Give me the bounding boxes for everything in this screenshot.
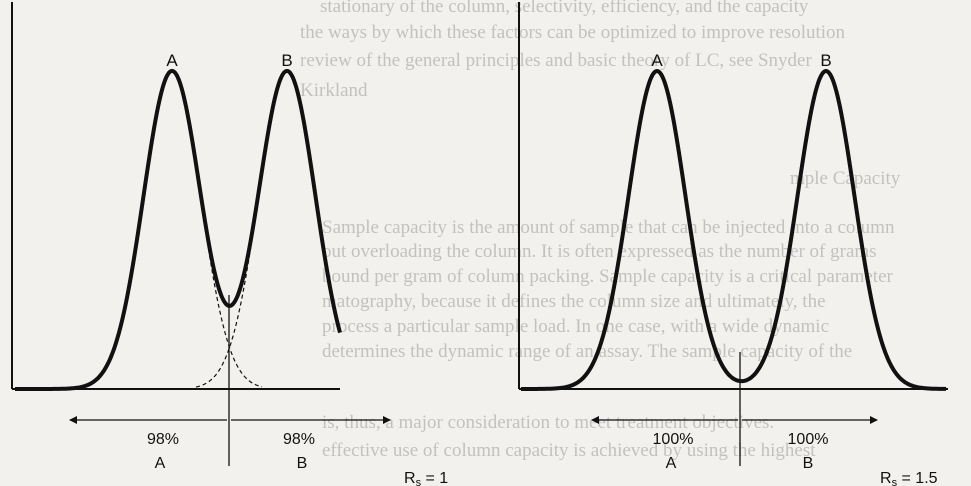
overlapping-peaks-curve (14, 68, 342, 391)
resolution-label: Rs = 1 (404, 470, 448, 486)
region-label-b: B (297, 455, 308, 472)
region-label-a: A (155, 455, 166, 472)
bleed-text-line: effective use of column capacity is achi… (322, 440, 816, 461)
peak-label-a: A (166, 51, 178, 70)
bleed-text-line: stationary of the column, selectivity, e… (320, 0, 809, 17)
region-label-b: B (803, 455, 814, 472)
bleed-text-line: mple Capacity (790, 168, 901, 189)
peak-label-b: B (820, 51, 831, 70)
bleed-text-line: is, thus, a major consideration to meet … (322, 412, 775, 433)
percent-label-a: 100% (653, 431, 694, 448)
bleed-text-line: process a particular sample load. In one… (322, 316, 830, 337)
region-label-a: A (666, 455, 677, 472)
percent-label-b: 98% (283, 431, 315, 448)
bleed-text-line: review of the general principles and bas… (300, 50, 812, 71)
resolved-peaks-curve (520, 69, 947, 391)
bleed-text-line: bound per gram of column packing. Sample… (322, 266, 893, 287)
bleed-text-line: Sample capacity is the amount of sample … (322, 217, 895, 238)
panel-rs-1-5: A B 100% 100% A B Rs = 1.5 (518, 2, 948, 486)
peak-label-b: B (281, 51, 292, 70)
percent-label-a: 98% (147, 431, 179, 448)
panel-rs-1: A B 98% 98% A B Rs = 1 (11, 2, 448, 486)
bleed-text-line: matography, because it defines the colum… (322, 291, 826, 312)
resolution-label: Rs = 1.5 (880, 470, 938, 486)
bleed-text-line: Kirkland (300, 80, 368, 101)
bleed-text-line: the ways by which these factors can be o… (300, 22, 846, 43)
peak-label-a: A (651, 51, 663, 70)
percent-label-b: 100% (788, 431, 829, 448)
bleed-text-line: out overloading the column. It is often … (322, 241, 877, 262)
